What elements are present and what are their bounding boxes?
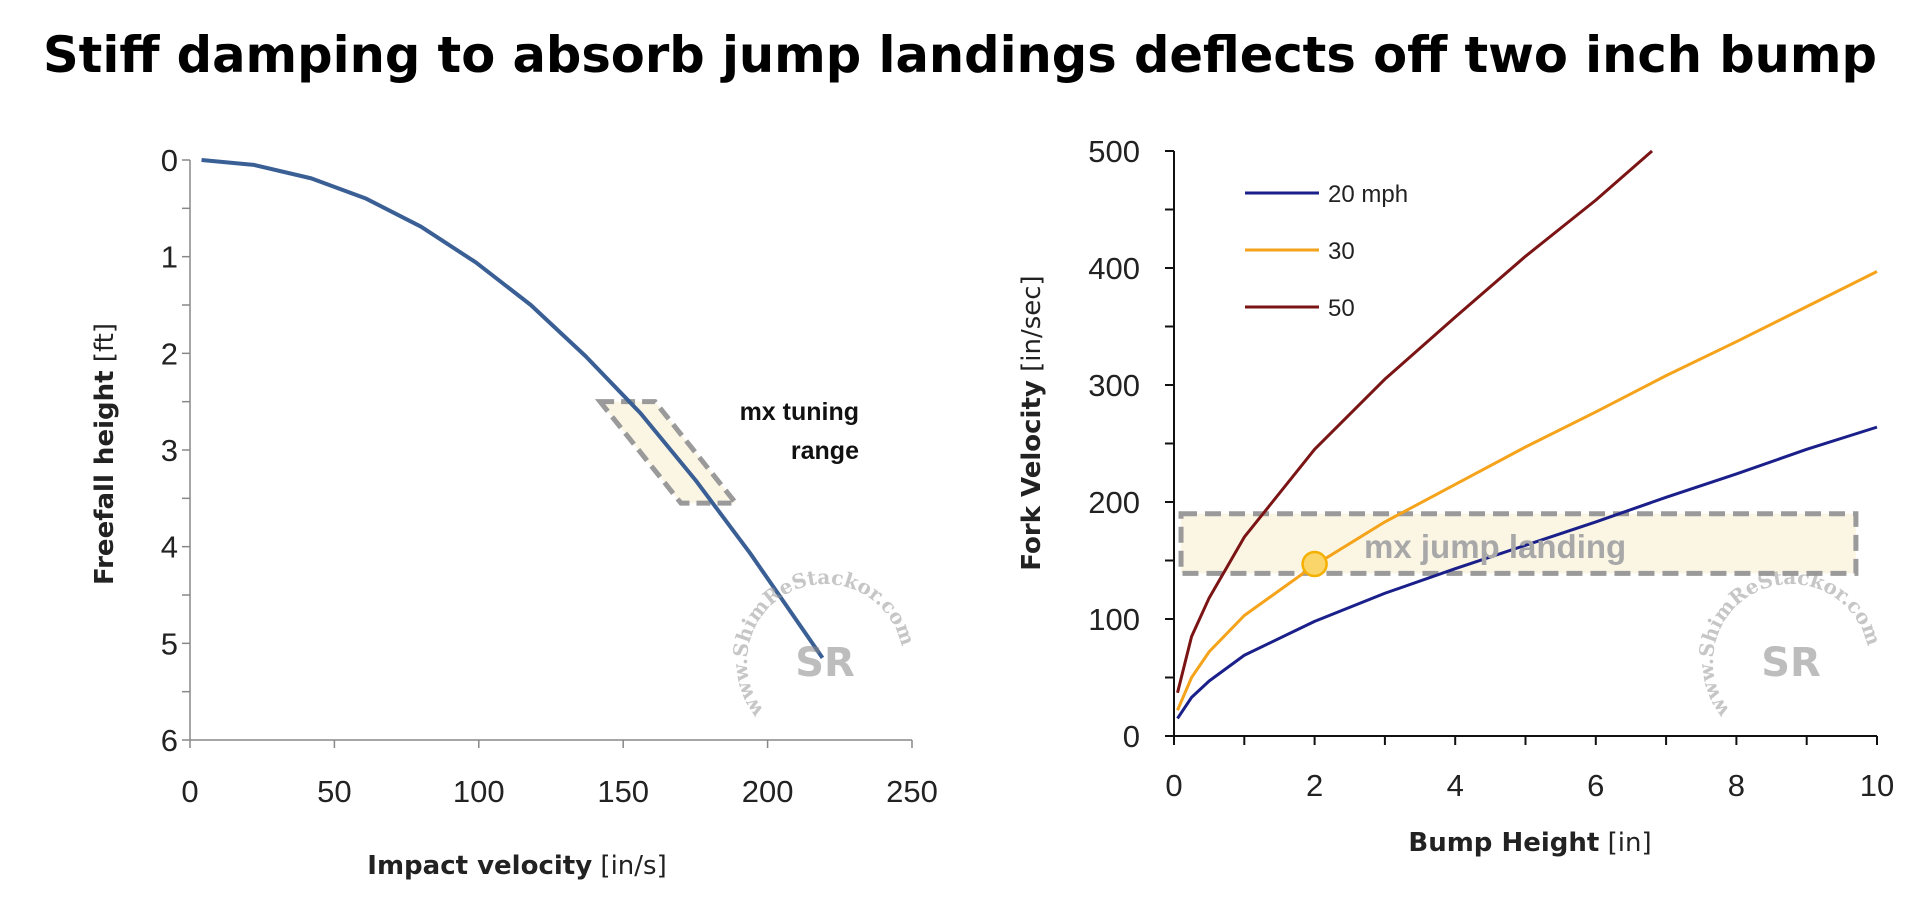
right-watermark-logo: SR bbox=[1761, 640, 1821, 686]
tuning-range-region bbox=[594, 399, 742, 506]
right-chart: 0 100 200 300 400 500 0 2 4 6 8 10 Bump Height [in] F… bbox=[1017, 134, 1894, 858]
tuning-range-label-line2: range bbox=[791, 437, 859, 465]
y-tick-label: 4 bbox=[161, 530, 178, 565]
x-axis-title: Impact velocity [in/s] bbox=[367, 851, 666, 881]
x-tick-label: 150 bbox=[597, 774, 649, 809]
x-tick-label: 6 bbox=[1587, 768, 1604, 803]
y-axis-title-label: Freefall height bbox=[90, 370, 120, 585]
x-tick-label: 200 bbox=[742, 774, 794, 809]
y-axis-title-label: Fork Velocity bbox=[1017, 380, 1047, 571]
y-tick-label: 300 bbox=[1088, 368, 1140, 403]
y-tick-label: 100 bbox=[1088, 602, 1140, 637]
y-tick-label: 5 bbox=[161, 626, 178, 661]
left-watermark-logo: SR bbox=[795, 640, 855, 686]
x-axis-title-label: Bump Height bbox=[1408, 828, 1599, 858]
x-axis-title: Bump Height [in] bbox=[1408, 828, 1651, 858]
y-tick-label: 200 bbox=[1088, 485, 1140, 520]
x-axis-title-label: Impact velocity bbox=[367, 851, 592, 881]
legend-label: 30 bbox=[1328, 238, 1355, 265]
x-tick-label: 2 bbox=[1306, 768, 1323, 803]
x-tick-label: 10 bbox=[1860, 768, 1894, 803]
y-tick-label: 0 bbox=[1123, 719, 1140, 754]
y-tick-label: 400 bbox=[1088, 251, 1140, 286]
chart-title: Stiff damping to absorb jump landings de… bbox=[43, 26, 1877, 84]
x-tick-label: 8 bbox=[1728, 768, 1745, 803]
y-axis-title: Fork Velocity [in/sec] bbox=[1017, 275, 1047, 570]
jump-landing-label: mx jump landing bbox=[1364, 528, 1626, 565]
y-tick-label: 2 bbox=[161, 336, 178, 371]
y-tick-label: 0 bbox=[161, 143, 178, 178]
x-axis-title-unit: [in] bbox=[1599, 828, 1651, 858]
y-tick-label: 3 bbox=[161, 433, 178, 468]
y-tick-label: 6 bbox=[161, 723, 178, 758]
y-axis-title-unit: [ft] bbox=[90, 323, 120, 370]
x-tick-label: 0 bbox=[1165, 768, 1182, 803]
freefall-curve bbox=[201, 158, 825, 659]
x-axis-title-unit: [in/s] bbox=[592, 851, 667, 881]
y-tick-label: 500 bbox=[1088, 134, 1140, 169]
x-tick-label: 250 bbox=[886, 774, 938, 809]
y-tick-label: 1 bbox=[161, 240, 178, 275]
tuning-range-label-line1: mx tuning bbox=[740, 398, 859, 426]
legend-label: 20 mph bbox=[1328, 181, 1408, 208]
y-axis-title-unit: [in/sec] bbox=[1017, 275, 1047, 380]
series-line-50 bbox=[1176, 149, 1654, 694]
x-tick-label: 0 bbox=[181, 774, 198, 809]
y-axis-title: Freefall height [ft] bbox=[90, 323, 120, 585]
x-tick-label: 50 bbox=[317, 774, 351, 809]
jump-landing-region bbox=[1178, 511, 1859, 576]
legend-label: 50 bbox=[1328, 295, 1355, 322]
landing-marker bbox=[1301, 550, 1328, 578]
x-tick-label: 100 bbox=[453, 774, 505, 809]
x-tick-label: 4 bbox=[1447, 768, 1464, 803]
